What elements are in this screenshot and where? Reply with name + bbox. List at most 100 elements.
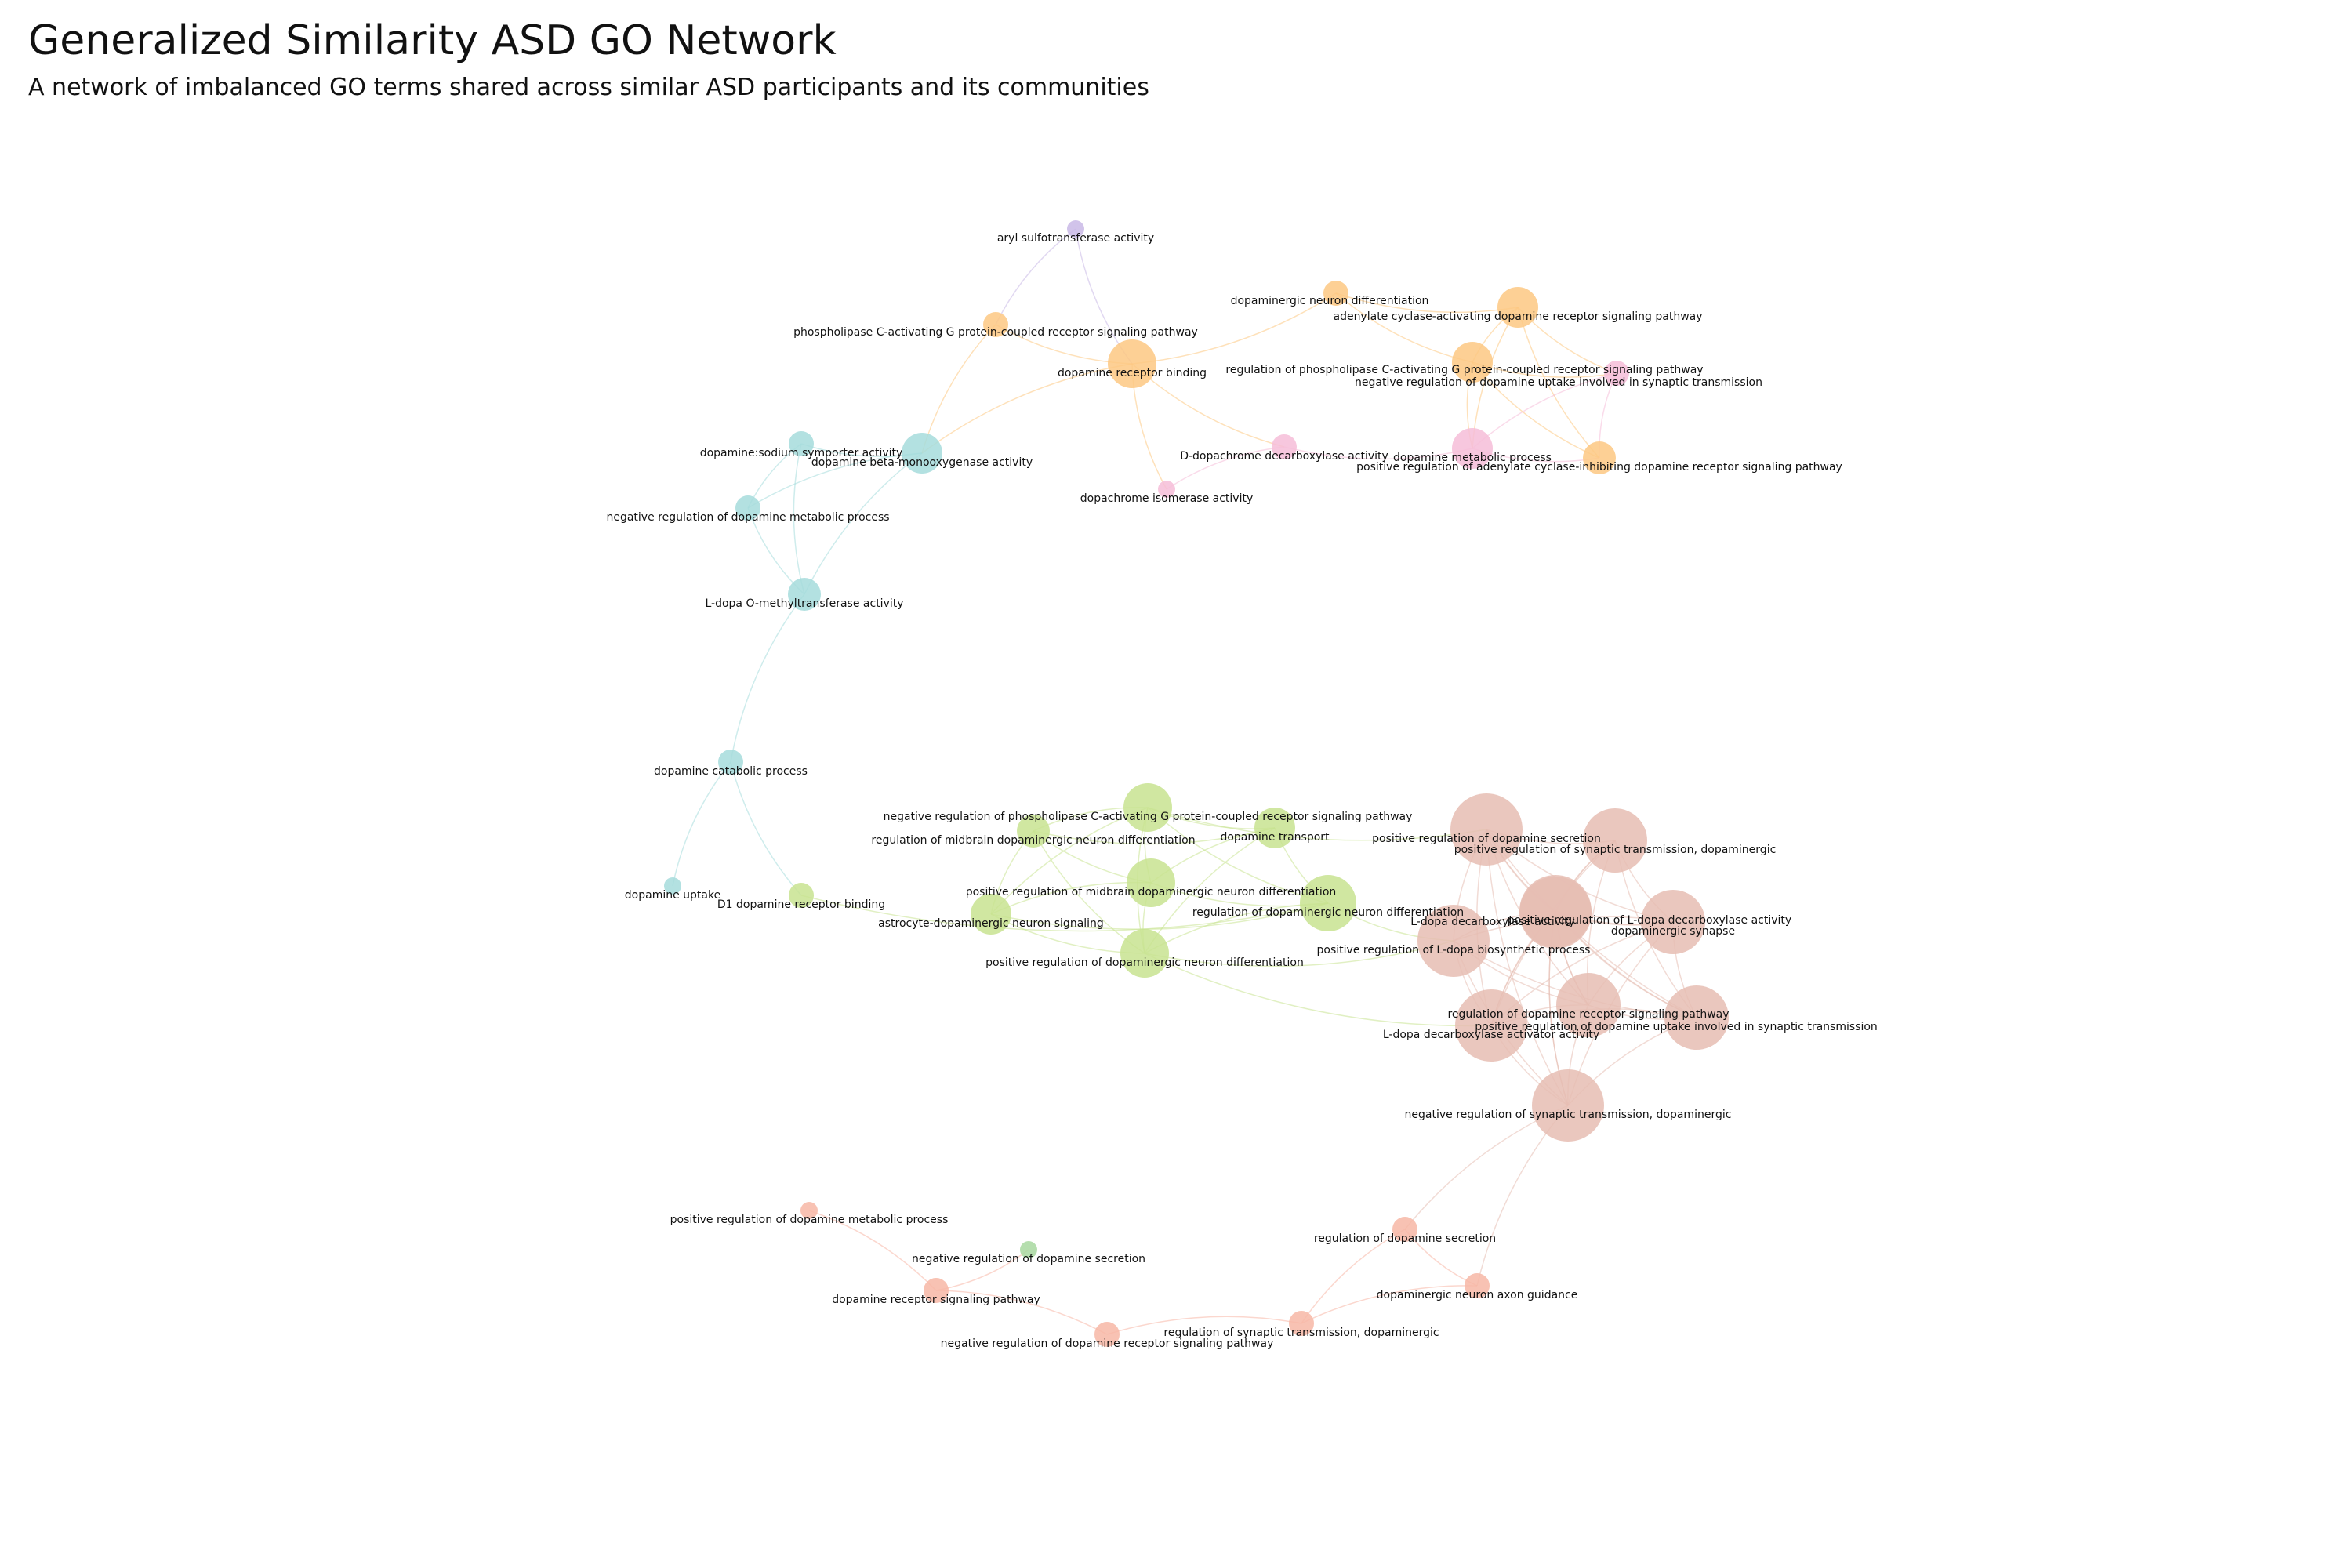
node-dopachrome_iso[interactable] — [1158, 481, 1175, 498]
chart-title: Generalized Similarity ASD GO Network — [28, 17, 837, 64]
node-label-plc_gpcr: phospholipase C-activating G protein-cou… — [793, 326, 1198, 339]
node-pos_reg_ldopa_decarb[interactable] — [1519, 875, 1592, 947]
edge-da_neuron_diff-ac_da_receptor — [1335, 292, 1519, 314]
node-aryl_sulfo[interactable] — [1067, 220, 1084, 238]
edge-da_axon_guidance-reg_syn_trans — [1301, 1285, 1478, 1324]
edge-pos_reg_da_secretion-neg_reg_syn_trans — [1486, 829, 1569, 1106]
node-da_na_symporter[interactable] — [789, 431, 814, 456]
node-label-da_na_symporter: dopamine:sodium symporter activity — [700, 447, 903, 459]
node-label-neg_reg_da_secretion: negative regulation of dopamine secretio… — [912, 1253, 1145, 1265]
edge-da_na_symporter-ldopa_omt — [793, 443, 805, 595]
node-label-ldopa_decarb: L-dopa decarboxylase activity — [1410, 916, 1575, 928]
node-ldopa_activator[interactable] — [1455, 989, 1527, 1062]
node-neg_reg_syn_trans[interactable] — [1532, 1069, 1604, 1142]
node-label-da_metabolic: dopamine metabolic process — [1393, 452, 1552, 464]
node-da_uptake[interactable] — [664, 877, 681, 895]
node-reg_da_neuron_diff[interactable] — [1300, 875, 1356, 931]
node-neg_reg_da_receptor[interactable] — [1094, 1322, 1120, 1347]
edge-d_dopachrome-da_metabolic — [1283, 446, 1473, 460]
edge-neg_reg_plc-pos_reg_da_secretion — [1147, 807, 1487, 841]
node-pos_reg_ldopa_bio[interactable] — [1417, 905, 1490, 977]
node-pos_reg_da_uptake[interactable] — [1664, 985, 1729, 1050]
node-label-reg_da_secretion: regulation of dopamine secretion — [1314, 1232, 1496, 1245]
node-label-aryl_sulfo: aryl sulfotransferase activity — [997, 232, 1154, 245]
node-reg_plc_gpcr[interactable] — [1452, 342, 1493, 383]
node-da_neuron_diff[interactable] — [1323, 281, 1348, 306]
node-label-pos_reg_ldopa_bio: positive regulation of L-dopa biosynthet… — [1317, 944, 1591, 956]
edge-da_receptor_signaling-pos_reg_da_metabolic — [808, 1210, 937, 1291]
node-label-reg_da_neuron_diff: regulation of dopaminergic neuron differ… — [1192, 906, 1464, 919]
node-pos_reg_da_neuron_diff[interactable] — [1120, 929, 1169, 978]
node-ldopa_omt[interactable] — [788, 578, 821, 611]
node-da_metabolic[interactable] — [1452, 428, 1493, 469]
edge-astrocyte-reg_da_neuron_diff — [990, 902, 1329, 931]
node-label-reg_da_receptor: regulation of dopamine receptor signalin… — [1447, 1008, 1729, 1021]
node-da_catabolic[interactable] — [718, 750, 743, 775]
edge-da_catabolic-da_uptake — [672, 761, 731, 887]
node-label-da_neuron_diff: dopaminergic neuron differentiation — [1231, 295, 1429, 307]
node-label-pos_reg_da_secretion: positive regulation of dopamine secretio… — [1372, 833, 1601, 845]
edge-plc_gpcr-da_beta_mono — [921, 324, 996, 454]
node-label-da_beta_mono: dopamine beta-monooxygenase activity — [811, 456, 1033, 469]
chart-subtitle: A network of imbalanced GO terms shared … — [28, 74, 1149, 101]
node-label-neg_reg_da_metabolic: negative regulation of dopamine metaboli… — [606, 511, 889, 524]
edge-ldopa_omt-da_catabolic — [730, 593, 805, 763]
node-pos_reg_da_metabolic[interactable] — [800, 1202, 818, 1219]
node-da_receptor_signaling[interactable] — [924, 1278, 949, 1303]
node-label-neg_reg_syn_trans: negative regulation of synaptic transmis… — [1405, 1109, 1732, 1121]
node-label-ldopa_activator: L-dopa decarboxylase activator activity — [1383, 1029, 1599, 1041]
node-da_transport[interactable] — [1254, 808, 1295, 848]
edge-neg_reg_da_receptor-da_receptor_signaling — [935, 1290, 1108, 1335]
edge-reg_da_secretion-reg_syn_trans — [1301, 1229, 1406, 1324]
edge-da_receptor_binding-da_beta_mono — [921, 363, 1133, 454]
node-label-neg_reg_da_receptor: negative regulation of dopamine receptor… — [941, 1338, 1274, 1350]
node-reg_da_secretion[interactable] — [1392, 1217, 1417, 1242]
node-pos_reg_midbrain[interactable] — [1127, 858, 1175, 907]
node-label-neg_reg_da_uptake: negative regulation of dopamine uptake i… — [1355, 376, 1762, 389]
node-label-pos_reg_da_metabolic: positive regulation of dopamine metaboli… — [670, 1214, 949, 1226]
node-reg_da_receptor[interactable] — [1556, 973, 1621, 1037]
node-pos_reg_da_secretion[interactable] — [1450, 793, 1523, 866]
node-da_synapse[interactable] — [1641, 890, 1705, 954]
edge-aryl_sulfo-plc_gpcr — [995, 228, 1076, 325]
node-label-da_transport: dopamine transport — [1220, 831, 1330, 844]
edge-da_beta_mono-ldopa_omt — [804, 452, 923, 595]
node-neg_reg_da_uptake[interactable] — [1604, 361, 1629, 386]
edge-ac_da_receptor-pos_reg_ac_inhib — [1517, 307, 1600, 459]
node-label-pos_reg_ldopa_decarb: positive regulation of L-dopa decarboxyl… — [1508, 914, 1791, 927]
node-reg_midbrain[interactable] — [1017, 815, 1050, 848]
node-da_axon_guidance[interactable] — [1465, 1273, 1490, 1298]
node-d1_binding[interactable] — [789, 883, 814, 908]
node-label-da_synapse: dopaminergic synapse — [1611, 925, 1735, 938]
label-layer: aryl sulfotransferase activity phospholip… — [606, 232, 1877, 1350]
node-pos_reg_ac_inhib[interactable] — [1583, 441, 1616, 474]
node-neg_reg_da_metabolic[interactable] — [735, 495, 760, 521]
node-da_beta_mono[interactable] — [902, 433, 942, 474]
node-pos_reg_syn_trans[interactable] — [1583, 808, 1647, 873]
node-reg_syn_trans[interactable] — [1289, 1311, 1314, 1336]
node-neg_reg_da_secretion[interactable] — [1020, 1241, 1037, 1258]
node-ac_da_receptor[interactable] — [1497, 287, 1538, 328]
edge-pos_reg_da_neuron_diff-pos_reg_ldopa_bio — [1144, 940, 1454, 967]
edge-d_dopachrome-dopachrome_iso — [1166, 446, 1285, 490]
edge-reg_syn_trans-neg_reg_da_receptor — [1106, 1316, 1302, 1335]
node-label-pos_reg_midbrain: positive regulation of midbrain dopamine… — [966, 886, 1337, 898]
edge-layer — [672, 228, 1697, 1335]
node-label-pos_reg_ac_inhib: positive regulation of adenylate cyclase… — [1356, 461, 1842, 474]
node-neg_reg_plc[interactable] — [1123, 783, 1172, 832]
node-d_dopachrome[interactable] — [1272, 434, 1297, 459]
node-label-astrocyte: astrocyte-dopaminergic neuron signaling — [878, 917, 1104, 930]
node-label-da_catabolic: dopamine catabolic process — [654, 765, 808, 778]
node-da_receptor_binding[interactable] — [1108, 339, 1156, 388]
node-astrocyte[interactable] — [971, 894, 1011, 935]
edge-d1_binding-reg_da_neuron_diff — [800, 895, 1329, 932]
node-label-d1_binding: D1 dopamine receptor binding — [717, 898, 885, 911]
node-label-dopachrome_iso: dopachrome isomerase activity — [1080, 492, 1254, 505]
node-plc_gpcr[interactable] — [983, 312, 1008, 337]
edge-da_receptor_binding-da_neuron_diff — [1131, 292, 1337, 365]
node-label-pos_reg_syn_trans: positive regulation of synaptic transmis… — [1454, 844, 1777, 856]
edge-pos_reg_da_neuron_diff-ldopa_activator — [1144, 953, 1492, 1027]
node-label-ac_da_receptor: adenylate cyclase-activating dopamine re… — [1333, 310, 1702, 323]
node-label-ldopa_omt: L-dopa O-methyltransferase activity — [705, 597, 903, 610]
